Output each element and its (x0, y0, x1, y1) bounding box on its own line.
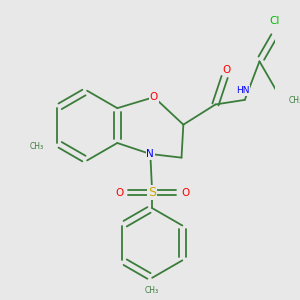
Text: O: O (222, 64, 231, 75)
Text: O: O (181, 188, 189, 197)
Text: HN: HN (236, 86, 250, 95)
Text: O: O (115, 188, 123, 197)
Text: S: S (148, 186, 156, 199)
Text: O: O (150, 92, 158, 102)
Text: CH₃: CH₃ (145, 286, 159, 295)
Text: CH₃: CH₃ (30, 142, 44, 151)
Text: N: N (146, 149, 154, 159)
Text: Cl: Cl (269, 16, 279, 26)
Text: CH₃: CH₃ (289, 97, 300, 106)
